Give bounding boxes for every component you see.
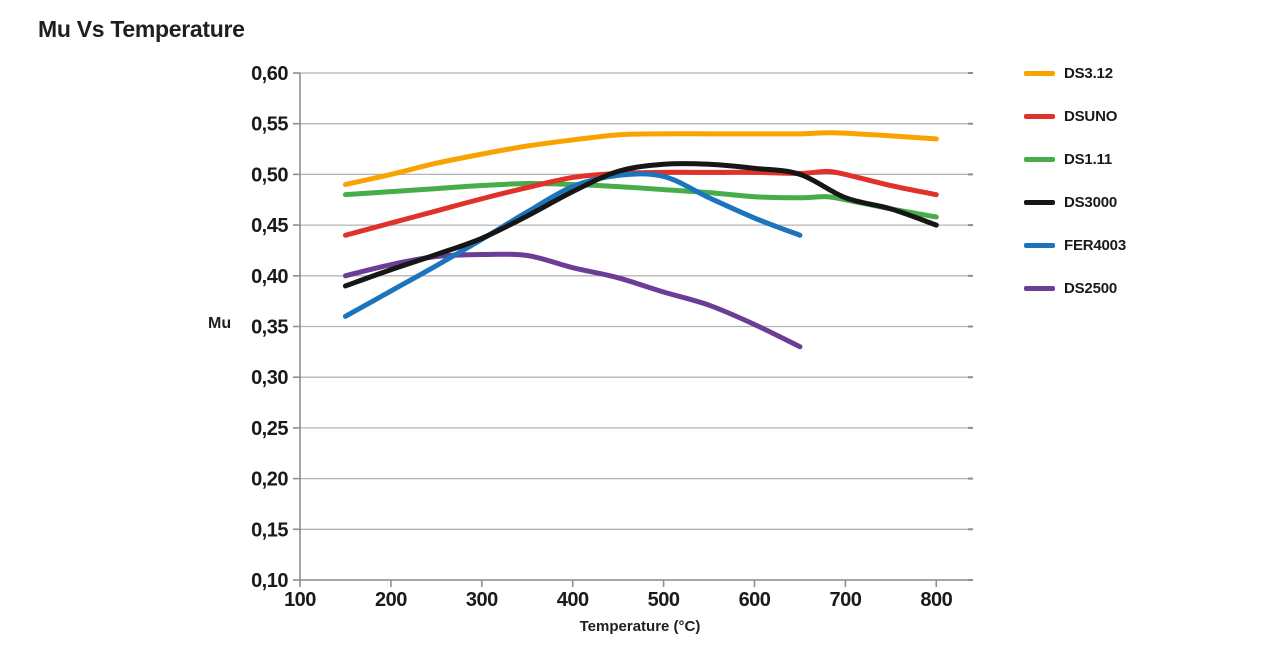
legend-label: FER4003 bbox=[1064, 237, 1126, 254]
y-tick-label: 0,10 bbox=[251, 570, 288, 592]
y-tick-label: 0,30 bbox=[251, 367, 288, 389]
legend-swatch-icon bbox=[1024, 71, 1055, 76]
legend-item-DS3000: DS3000 bbox=[1024, 181, 1126, 224]
series-line-DS3.12 bbox=[342, 130, 939, 188]
series-line-DS1.11 bbox=[342, 181, 939, 220]
y-tick-label: 0,35 bbox=[251, 317, 288, 339]
y-tick-label: 0,55 bbox=[251, 114, 288, 136]
y-tick-label: 0,50 bbox=[251, 164, 288, 186]
legend-item-FER4003: FER4003 bbox=[1024, 224, 1126, 267]
legend-label: DS1.11 bbox=[1064, 151, 1113, 168]
x-axis-label: Temperature (°C) bbox=[579, 618, 701, 635]
x-tick-label: 100 bbox=[284, 589, 316, 611]
x-tick-label: 600 bbox=[739, 589, 771, 611]
y-tick-label: 0,60 bbox=[251, 63, 288, 85]
legend-swatch-icon bbox=[1024, 200, 1055, 205]
y-tick-label: 0,15 bbox=[251, 519, 288, 541]
y-tick-label: 0,40 bbox=[251, 266, 288, 288]
legend-label: DSUNO bbox=[1064, 108, 1118, 125]
y-tick-label: 0,20 bbox=[251, 469, 288, 491]
legend-item-DS1.11: DS1.11 bbox=[1024, 138, 1126, 181]
x-tick-label: 400 bbox=[557, 589, 589, 611]
y-tick-label: 0,45 bbox=[251, 215, 288, 237]
x-tick-label: 200 bbox=[375, 589, 407, 611]
x-tick-label: 700 bbox=[829, 589, 861, 611]
series-line-FER4003 bbox=[342, 171, 803, 319]
legend-item-DSUNO: DSUNO bbox=[1024, 95, 1126, 138]
x-tick-label: 500 bbox=[648, 589, 680, 611]
chart-title: Mu Vs Temperature bbox=[38, 16, 245, 42]
legend-swatch-icon bbox=[1024, 286, 1055, 291]
legend-swatch-icon bbox=[1024, 114, 1055, 119]
legend-swatch-icon bbox=[1024, 157, 1055, 162]
series-line-DS2500 bbox=[342, 251, 803, 350]
y-tick-label: 0,25 bbox=[251, 418, 288, 440]
legend-item-DS3.12: DS3.12 bbox=[1024, 52, 1126, 95]
series-line-DS3000 bbox=[342, 161, 939, 289]
legend-label: DS2500 bbox=[1064, 280, 1118, 297]
legend-item-DS2500: DS2500 bbox=[1024, 267, 1126, 310]
legend-swatch-icon bbox=[1024, 243, 1055, 248]
legend-label: DS3000 bbox=[1064, 194, 1118, 211]
series-line-DSUNO bbox=[342, 168, 939, 238]
x-tick-label: 300 bbox=[466, 589, 498, 611]
y-axis-label: Mu bbox=[208, 315, 232, 332]
legend-label: DS3.12 bbox=[1064, 65, 1113, 82]
x-tick-label: 800 bbox=[920, 589, 952, 611]
legend: DS3.12 DSUNO DS1.11 DS3000 FER4003 DS2500 bbox=[1024, 52, 1126, 310]
